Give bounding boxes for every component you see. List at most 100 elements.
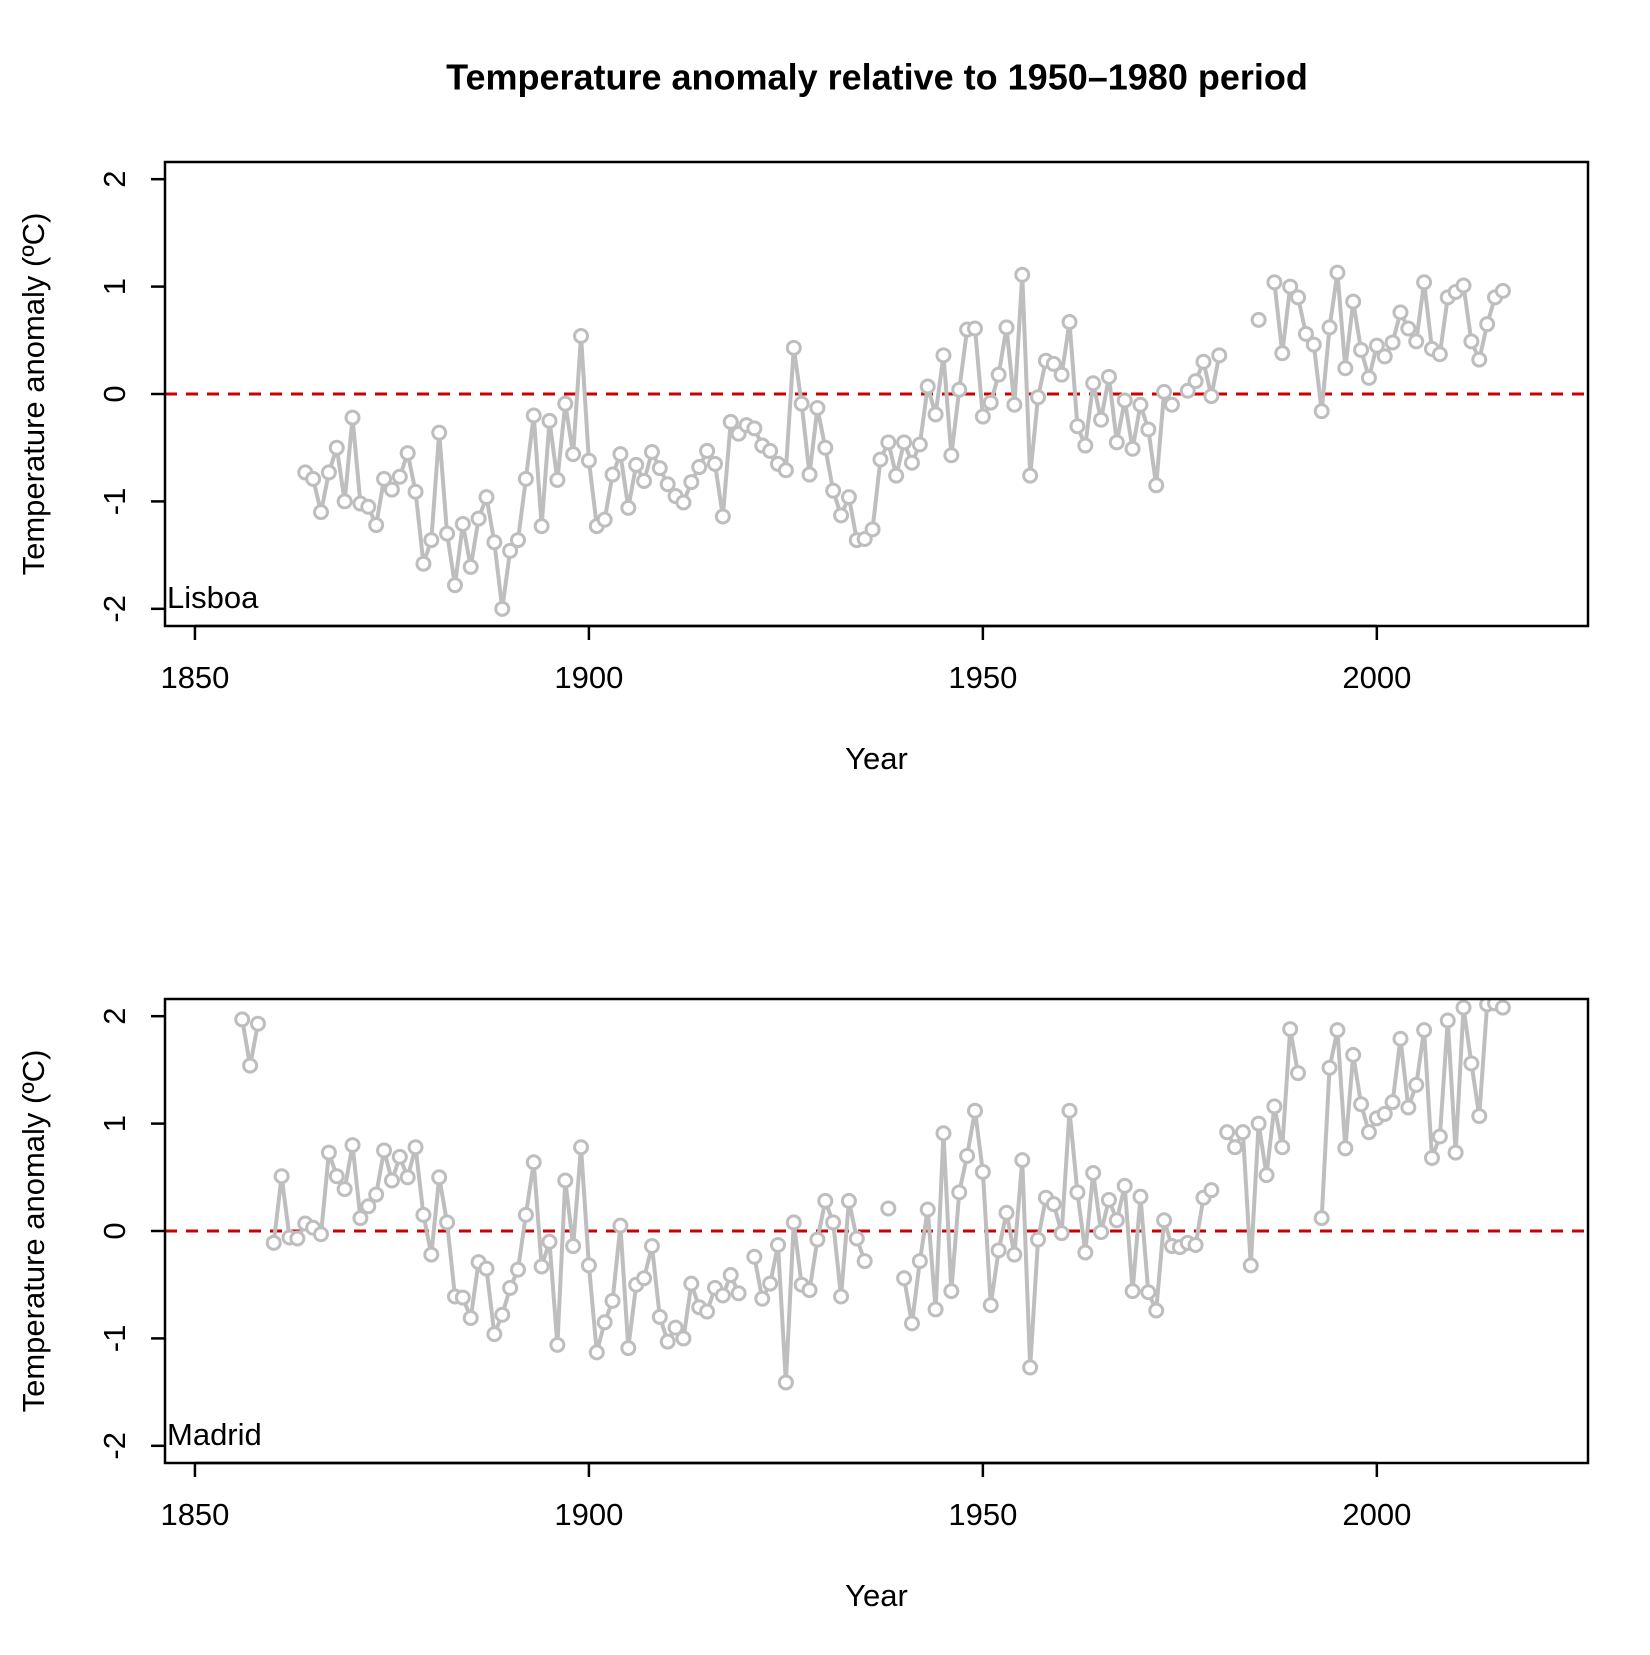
data-point (1195, 353, 1212, 370)
data-point (1282, 1021, 1299, 1038)
y-tick-label: 1 (97, 1115, 132, 1132)
data-point (1163, 396, 1180, 413)
data-point (376, 470, 393, 487)
data-point (959, 1147, 976, 1164)
data-point (320, 1144, 337, 1161)
data-point (1132, 396, 1149, 413)
data-point (1014, 266, 1031, 283)
data-point (990, 366, 1007, 383)
data-point (998, 319, 1015, 336)
data-point (683, 474, 700, 491)
data-point (1423, 1149, 1440, 1166)
y-tick-label: -2 (97, 595, 132, 623)
y-tick-label: 1 (97, 278, 132, 295)
data-point (1274, 1139, 1291, 1156)
data-point (454, 1289, 471, 1306)
data-point (273, 1168, 290, 1185)
data-point (1093, 411, 1110, 428)
data-point (1282, 278, 1299, 295)
data-point (391, 1148, 408, 1165)
data-point (872, 451, 889, 468)
data-point (628, 456, 645, 473)
data-point (896, 1270, 913, 1287)
data-point (730, 1285, 747, 1302)
data-point (1100, 1191, 1117, 1208)
data-point (1006, 1246, 1023, 1263)
data-point (399, 445, 416, 462)
data-point (801, 466, 818, 483)
data-point (1360, 369, 1377, 386)
data-point (1408, 333, 1425, 350)
data-point (344, 1137, 361, 1154)
data-point (415, 555, 432, 572)
data-point (840, 1192, 857, 1209)
data-point (399, 1169, 416, 1186)
data-point (935, 347, 952, 364)
y-tick-label: -2 (97, 1432, 132, 1460)
data-point (1431, 346, 1448, 363)
data-point (990, 1242, 1007, 1259)
data-point (439, 525, 456, 542)
data-point (486, 1326, 503, 1343)
y-axis-title: Temperature anomaly (ºC) (16, 1050, 51, 1413)
x-axis-title: Year (845, 1578, 908, 1613)
data-point (431, 424, 448, 441)
data-point (604, 466, 621, 483)
data-point (336, 1181, 353, 1198)
data-point (833, 507, 850, 524)
data-point (911, 1253, 928, 1270)
data-point (880, 434, 897, 451)
data-point (305, 470, 322, 487)
data-point (234, 1011, 251, 1028)
data-point (1463, 1055, 1480, 1072)
data-point (643, 1238, 660, 1255)
data-point (1345, 1046, 1362, 1063)
data-point (1053, 1225, 1070, 1242)
data-point (817, 1192, 834, 1209)
data-point (1250, 1115, 1267, 1132)
data-point (903, 1315, 920, 1332)
data-point (825, 1214, 842, 1231)
data-point (265, 1234, 282, 1251)
data-point (1368, 337, 1385, 354)
data-point (1030, 389, 1047, 406)
data-point (1321, 319, 1338, 336)
data-point (344, 409, 361, 426)
data-point (1045, 1196, 1062, 1213)
data-point (1053, 366, 1070, 383)
data-point (1132, 1188, 1149, 1205)
data-point (1337, 1140, 1354, 1157)
data-point (557, 1172, 574, 1189)
data-point (423, 532, 440, 549)
data-point (439, 1214, 456, 1231)
plot-area (165, 264, 1588, 617)
x-tick-label: 1900 (554, 660, 623, 695)
data-point (1384, 1094, 1401, 1111)
data-point (1108, 434, 1125, 451)
data-point (1077, 437, 1094, 454)
data-point (675, 1330, 692, 1347)
data-point (762, 442, 779, 459)
data-point (714, 508, 731, 525)
data-point (1329, 1022, 1346, 1039)
data-point (1250, 311, 1267, 328)
data-point (1337, 360, 1354, 377)
data-point (541, 1233, 558, 1250)
data-point (817, 439, 834, 456)
data-point (643, 444, 660, 460)
data-point (368, 517, 385, 534)
data-point (1345, 293, 1362, 310)
data-point (1313, 403, 1330, 420)
data-point (242, 1057, 259, 1074)
data-point (1353, 1096, 1370, 1113)
data-point (1069, 418, 1086, 435)
data-point (1416, 1022, 1433, 1039)
data-point (793, 395, 810, 412)
x-axis-title: Year (845, 741, 908, 776)
data-point (675, 494, 692, 511)
data-point (785, 339, 802, 356)
x-tick-label: 1950 (948, 1497, 1017, 1532)
data-point (785, 1214, 802, 1231)
x-tick-label: 2000 (1342, 1497, 1411, 1532)
data-point (998, 1204, 1015, 1221)
